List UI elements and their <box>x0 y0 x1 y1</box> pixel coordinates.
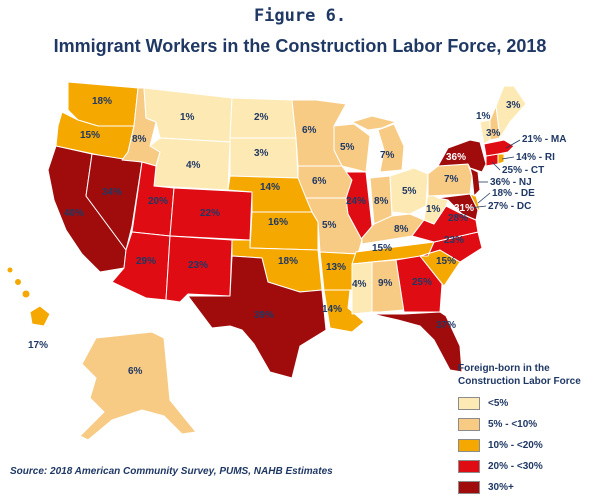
label-ks: 16% <box>268 217 288 228</box>
legend-swatch <box>458 459 480 473</box>
label-nm: 23% <box>188 260 208 271</box>
map-legend: Foreign-born in the Construction Labor F… <box>458 362 598 501</box>
legend-item-under-5: <5% <box>458 396 598 410</box>
label-tn: 15% <box>372 243 392 254</box>
label-ia: 6% <box>312 176 327 187</box>
legend-title-line1: Foreign-born in the <box>458 363 550 374</box>
legend-item-30-plus: 30%+ <box>458 480 598 494</box>
state-nj <box>469 167 481 197</box>
label-pa: 7% <box>444 174 459 185</box>
state-fl <box>371 311 463 373</box>
legend-title-line2: Construction Labor Force <box>458 376 581 387</box>
callout-de: 18% - DE <box>492 188 535 199</box>
label-ak: 6% <box>128 366 143 377</box>
us-map: 18% 15% 40% 34% 8% 1% 4% 20% 22% 29% 23%… <box>6 81 566 441</box>
legend-swatch <box>458 438 480 452</box>
label-in: 8% <box>374 196 389 207</box>
label-wv: 1% <box>426 204 441 215</box>
label-mo: 5% <box>322 220 337 231</box>
label-ar: 13% <box>326 262 346 273</box>
label-mi: 7% <box>380 150 395 161</box>
legend-swatch <box>458 480 480 494</box>
map-title: Immigrant Workers in the Construction La… <box>53 36 547 56</box>
callout-ct: 25% - CT <box>502 165 544 176</box>
label-wi: 5% <box>340 142 355 153</box>
label-fl: 37% <box>436 320 456 331</box>
label-tx: 39% <box>254 310 274 321</box>
state-hi-oahu <box>14 278 22 286</box>
legend-swatch <box>458 396 480 410</box>
legend-label: 10% - <20% <box>488 439 543 451</box>
label-vt: 1% <box>476 111 491 122</box>
label-ca: 40% <box>64 208 84 219</box>
state-ga <box>395 255 443 313</box>
label-ms: 4% <box>352 279 367 290</box>
state-me <box>495 85 527 139</box>
state-ma <box>483 139 515 157</box>
state-hi-maui <box>21 289 31 299</box>
label-nc: 23% <box>444 235 464 246</box>
legend-item-20-to-30: 20% - <30% <box>458 459 598 473</box>
legend-label: 5% - <10% <box>488 418 538 430</box>
label-oh: 5% <box>402 186 417 197</box>
state-ri <box>497 153 505 165</box>
state-hi <box>29 305 51 327</box>
legend-label: 30%+ <box>488 481 514 493</box>
label-wa: 18% <box>92 96 112 107</box>
state-mi <box>377 123 405 173</box>
label-md: 31% <box>454 203 474 214</box>
label-nh: 3% <box>486 128 501 139</box>
label-ut: 20% <box>148 196 168 207</box>
legend-label: 20% - <30% <box>488 460 543 472</box>
label-ky: 8% <box>394 224 409 235</box>
label-sc: 15% <box>436 256 456 267</box>
label-ne: 14% <box>260 182 280 193</box>
label-me: 3% <box>506 100 521 111</box>
label-ga: 25% <box>412 277 432 288</box>
label-co: 22% <box>200 208 220 219</box>
state-ms <box>351 261 373 315</box>
label-sd: 3% <box>254 148 269 159</box>
label-mn: 6% <box>302 125 317 136</box>
state-il <box>345 171 373 241</box>
label-ny: 36% <box>446 152 466 163</box>
legend-swatch <box>458 417 480 431</box>
label-al: 9% <box>378 278 393 289</box>
state-mi-up <box>351 115 397 131</box>
callout-ma: 21% - MA <box>522 134 566 145</box>
legend-title: Foreign-born in the Construction Labor F… <box>458 362 598 388</box>
legend-label: <5% <box>488 397 509 409</box>
callout-ri: 14% - RI <box>516 152 555 163</box>
legend-item-5-to-10: 5% - <10% <box>458 417 598 431</box>
label-hi: 17% <box>28 340 48 351</box>
state-ky <box>361 213 425 245</box>
source-note: Source: 2018 American Community Survey, … <box>10 466 333 477</box>
state-ak <box>79 331 197 441</box>
label-va: 28% <box>448 213 468 224</box>
label-mt: 1% <box>180 112 195 123</box>
figure-label: Figure 6. <box>253 6 347 26</box>
state-hi-kauai <box>6 266 14 274</box>
label-ok: 18% <box>278 256 298 267</box>
label-nd: 2% <box>254 112 269 123</box>
state-tx <box>187 255 327 379</box>
callout-dc: 27% - DC <box>488 201 531 212</box>
label-az: 29% <box>136 256 156 267</box>
state-la <box>323 289 365 333</box>
label-id: 8% <box>132 134 147 145</box>
legend-item-10-to-20: 10% - <20% <box>458 438 598 452</box>
label-wy: 4% <box>186 160 201 171</box>
label-or: 15% <box>80 130 100 141</box>
callout-nj: 36% - NJ <box>490 177 532 188</box>
state-al <box>371 259 405 313</box>
label-la: 14% <box>322 304 342 315</box>
label-il: 24% <box>346 196 366 207</box>
label-nv: 34% <box>102 187 122 198</box>
